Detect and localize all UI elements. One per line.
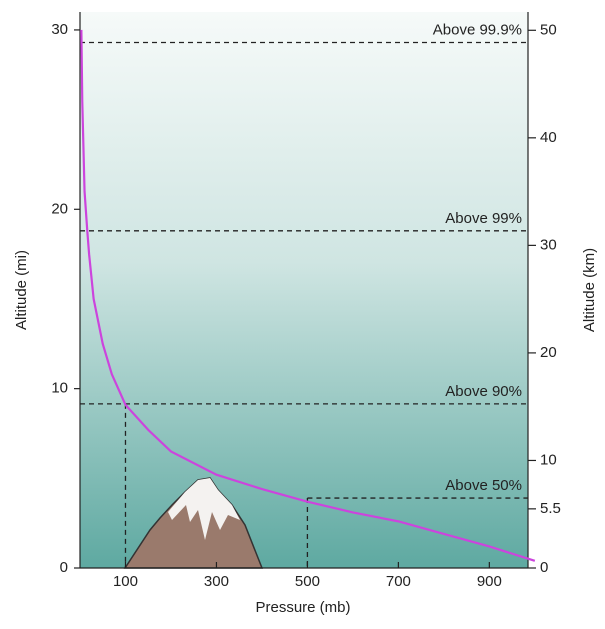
y-tick-label: 30 [51,21,68,38]
y-tick-label: 10 [51,380,68,397]
altitude-curve [80,29,536,562]
y2-tick-label: 0 [540,559,548,576]
annotation-text: Above 50% [445,477,522,494]
x-tick-label: 500 [295,573,320,590]
y-tick-label: 0 [60,559,68,576]
x-tick-label: 900 [477,573,502,590]
mountain [123,477,264,569]
annotation-text: Above 99.9% [433,21,522,38]
x-axis-label: Pressure (mb) [255,599,350,616]
y2-tick-label: 10 [540,451,557,468]
y-axis-label: Altitude (mi) [13,250,30,330]
y2-tick-label: 5.5 [540,500,561,517]
y2-tick-label: 30 [540,236,557,253]
annotation-text: Above 99% [445,210,522,227]
y2-axis-label: Altitude (km) [581,248,598,332]
x-tick-label: 700 [386,573,411,590]
annotation-text: Above 90% [445,383,522,400]
y2-tick-label: 40 [540,129,557,146]
y2-tick-label: 20 [540,344,557,361]
y-tick-label: 20 [51,200,68,217]
x-tick-label: 300 [204,573,229,590]
x-tick-label: 100 [113,573,138,590]
plot-background [80,12,528,568]
y2-tick-label: 50 [540,21,557,38]
